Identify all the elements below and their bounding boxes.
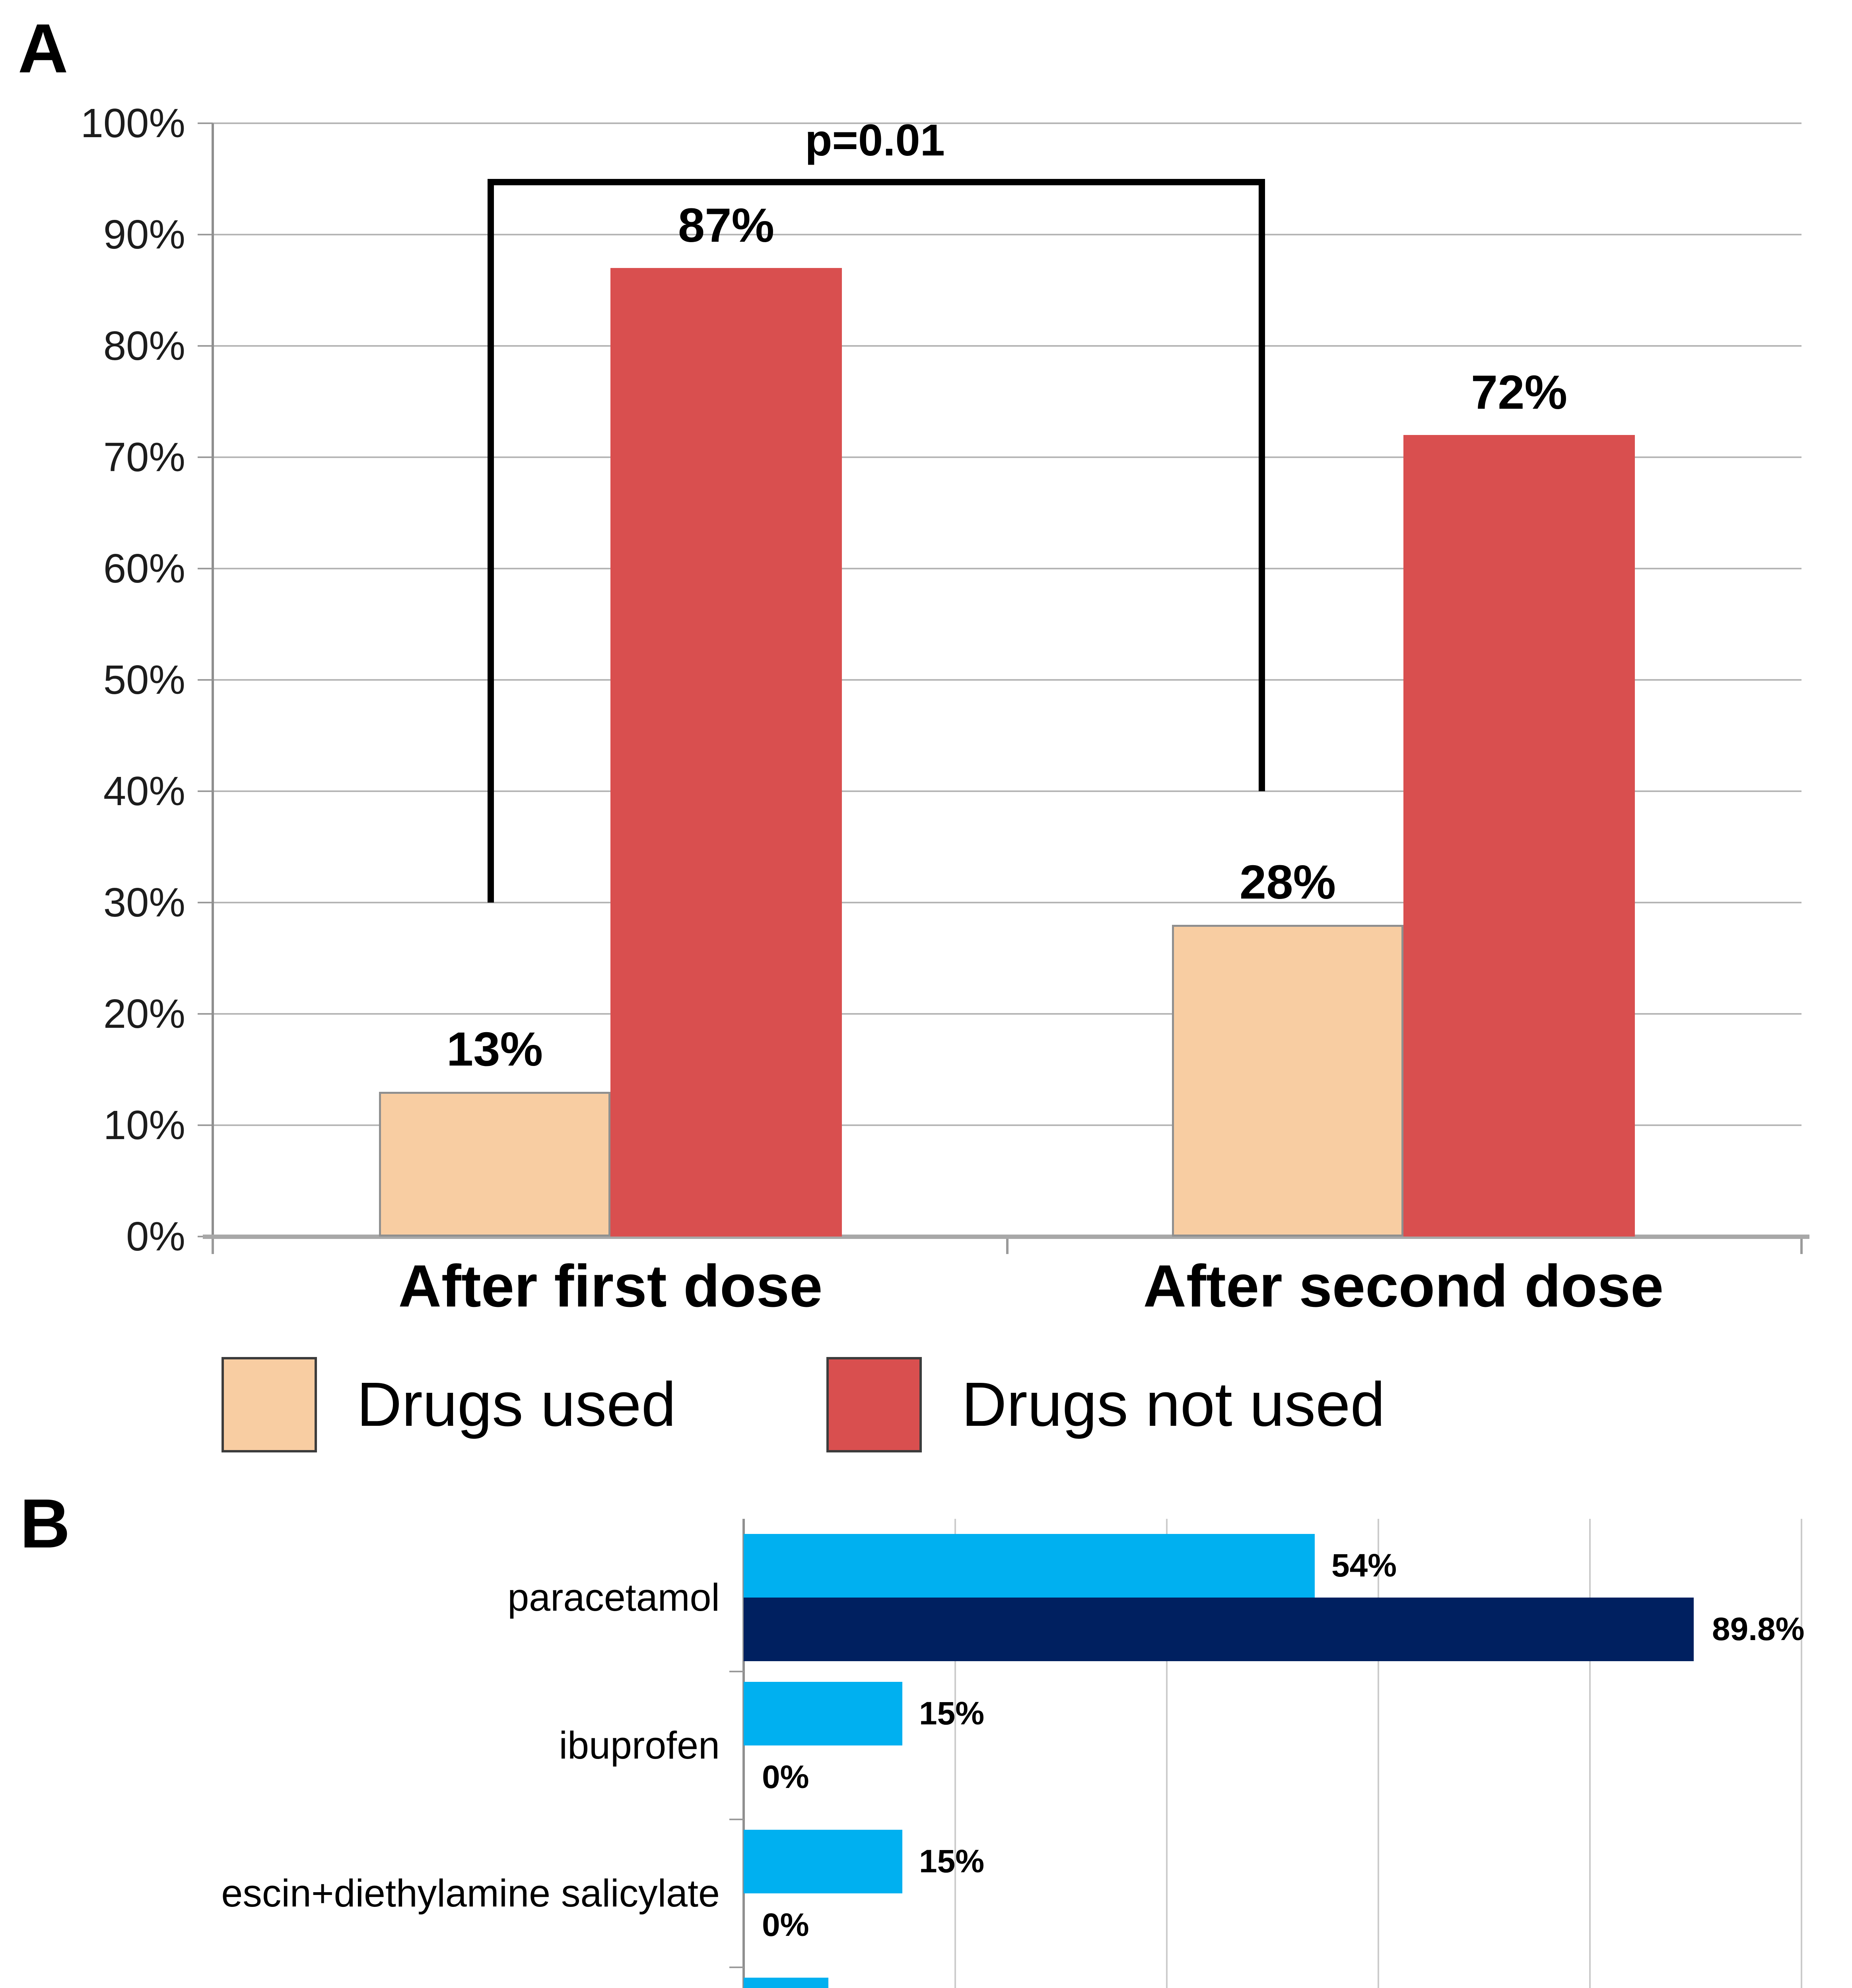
- bar-after-first-dose: [744, 1534, 1315, 1598]
- bar-drugs-used: [379, 1092, 610, 1237]
- y-axis-tick: [198, 234, 213, 235]
- bar-after-first-dose: [744, 1830, 902, 1893]
- gridline: [213, 679, 1801, 681]
- y-axis-tick: [198, 122, 213, 124]
- y-tick-label: 10%: [103, 1102, 185, 1148]
- gridline: [213, 1013, 1801, 1015]
- value-label: 89.8%: [1712, 1611, 1805, 1647]
- category-label: ibuprofen: [559, 1723, 720, 1767]
- gridline: [213, 122, 1801, 124]
- y-axis-tick: [198, 902, 213, 903]
- category-label: After first dose: [398, 1252, 823, 1319]
- p-value-label: p=0.01: [805, 115, 945, 165]
- panel-a-label: A: [18, 10, 68, 87]
- gridline: [213, 902, 1801, 903]
- y-axis-tick: [198, 1124, 213, 1126]
- value-label: 0%: [762, 1759, 809, 1795]
- legend-label: Drugs used: [357, 1370, 676, 1439]
- category-axis-line: [742, 1519, 745, 1988]
- value-label: 0%: [762, 1907, 809, 1943]
- value-label: 28%: [1239, 855, 1336, 909]
- gridline: [1378, 1519, 1379, 1988]
- gridline: [213, 1124, 1801, 1126]
- y-axis-line: [212, 123, 214, 1237]
- y-axis-tick: [198, 679, 213, 681]
- gridline: [213, 568, 1801, 569]
- value-label: 15%: [919, 1843, 985, 1879]
- legend-label: Drugs not used: [962, 1370, 1385, 1439]
- y-tick-label: 70%: [103, 434, 185, 480]
- category-label: After second dose: [1143, 1252, 1664, 1319]
- value-label: 87%: [678, 198, 775, 252]
- x-axis-tick: [212, 1239, 214, 1254]
- y-tick-label: 90%: [103, 212, 185, 257]
- value-label: 13%: [446, 1022, 543, 1076]
- y-tick-label: 50%: [103, 657, 185, 703]
- y-tick-label: 80%: [103, 323, 185, 369]
- bar-after-first-dose: [744, 1682, 902, 1745]
- y-axis-tick: [198, 345, 213, 347]
- bar-after-first-dose: [744, 1978, 828, 1988]
- y-tick-label: 30%: [103, 879, 185, 925]
- y-axis-tick: [198, 568, 213, 569]
- category-label: escin+diethylamine salicylate: [221, 1871, 720, 1915]
- legend-swatch-drugs-not-used: [826, 1357, 922, 1452]
- x-axis-line: [203, 1235, 1809, 1239]
- gridline: [213, 790, 1801, 792]
- gridline: [1589, 1519, 1591, 1988]
- x-axis-tick: [1006, 1239, 1009, 1254]
- gridline: [213, 345, 1801, 347]
- bar-after-second-dose: [744, 1598, 1694, 1661]
- panel-b-label: B: [20, 1485, 70, 1563]
- y-tick-label: 0%: [126, 1213, 185, 1259]
- category-axis-tick: [729, 1819, 744, 1820]
- gridline: [1801, 1519, 1802, 1988]
- y-axis-tick: [198, 1013, 213, 1015]
- category-label: paracetamol: [507, 1575, 720, 1619]
- value-label: 15%: [919, 1695, 985, 1732]
- gridline: [954, 1519, 956, 1988]
- category-axis-tick: [729, 1967, 744, 1968]
- significance-bracket-left: [488, 179, 494, 903]
- bar-drugs-used: [1172, 925, 1403, 1237]
- bar-drugs-not-used: [610, 268, 842, 1237]
- significance-bracket-right: [1259, 179, 1265, 791]
- x-axis-tick: [1800, 1239, 1803, 1254]
- y-tick-label: 100%: [80, 100, 185, 146]
- y-tick-label: 60%: [103, 546, 185, 591]
- category-axis-tick: [729, 1671, 744, 1672]
- value-label: 72%: [1471, 365, 1568, 419]
- y-axis-tick: [198, 456, 213, 458]
- gridline: [1166, 1519, 1168, 1988]
- y-axis-tick: [198, 790, 213, 792]
- legend-swatch-drugs-used: [222, 1357, 317, 1452]
- gridline: [213, 456, 1801, 458]
- significance-bracket-top: [488, 179, 1265, 185]
- value-label: 54%: [1331, 1547, 1397, 1584]
- bar-drugs-not-used: [1403, 435, 1635, 1237]
- y-tick-label: 40%: [103, 768, 185, 814]
- gridline: [213, 234, 1801, 235]
- y-tick-label: 20%: [103, 991, 185, 1037]
